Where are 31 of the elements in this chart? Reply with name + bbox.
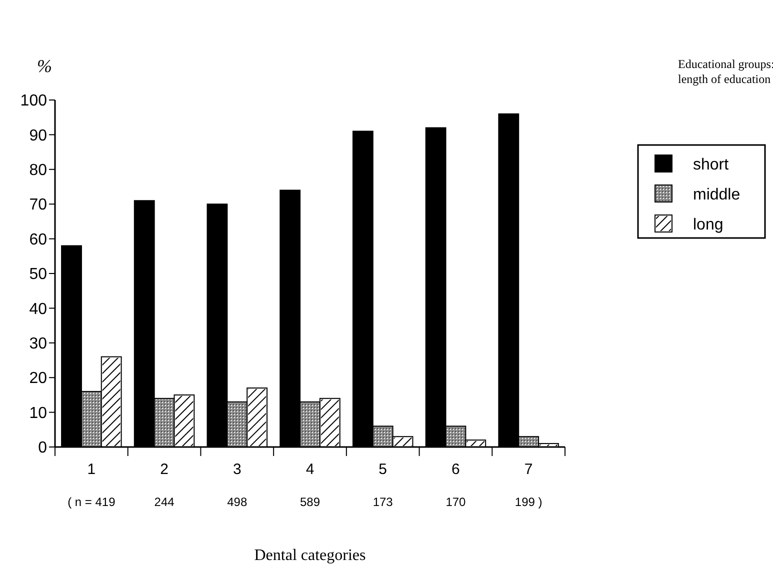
text: 589 [300,495,320,509]
text: 170 [446,495,466,509]
y-axis-title: % [37,56,52,76]
legend-label: short [693,156,730,174]
y-tick-label: 80 [29,162,48,179]
x-tick-label: 2 [160,461,168,478]
x-axis-title: Dental categories [254,547,366,564]
x-tick-label: 4 [306,461,314,478]
x-tick-label: 7 [524,461,533,478]
text: 173 [372,495,394,509]
y-tick-label: 20 [29,370,48,388]
y-tick-label: 40 [29,300,48,318]
y-tick-label: 100 [20,92,48,110]
legend-title: Educational groups: length of education [678,57,773,86]
text: 199 ) [514,495,542,509]
x-tick-label: 6 [452,461,460,478]
y-tick-label: 90 [29,127,48,144]
text: 244 [154,495,175,509]
text: 498 [227,495,248,509]
y-tick-label: 30 [29,336,48,352]
legend-label: long [693,216,724,234]
text: ( n = 419 [68,495,116,509]
x-tick-label: 1 [87,461,96,478]
x-tick-label: 5 [378,461,388,478]
y-tick-label: 50 [29,266,48,284]
y-tick-label: 60 [29,231,48,248]
y-tick-label: 10 [29,404,48,422]
legend-label: middle [693,186,740,204]
x-tick-label: 3 [232,461,242,478]
y-tick-label: 70 [29,196,48,214]
y-tick-label: 0 [38,440,48,457]
